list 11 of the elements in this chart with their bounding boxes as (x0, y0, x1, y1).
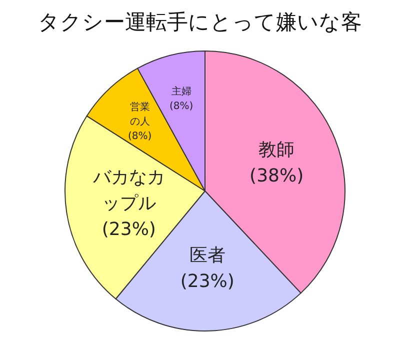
slice-label: 営業の人 (130, 100, 150, 128)
slice-label: 主婦 (171, 85, 192, 98)
data-label: (23%) (180, 270, 234, 292)
data-label: (23%) (102, 218, 156, 240)
slice-label: 医者 (189, 244, 226, 266)
slice-label: バカなカップル (92, 166, 165, 214)
data-label: (8%) (169, 100, 194, 112)
data-label: (38%) (250, 165, 304, 186)
data-label: (8%) (128, 130, 152, 142)
slice-label: 教師 (258, 139, 295, 160)
chart-title: タクシー運転手にとって嫌いな客 (37, 9, 363, 36)
